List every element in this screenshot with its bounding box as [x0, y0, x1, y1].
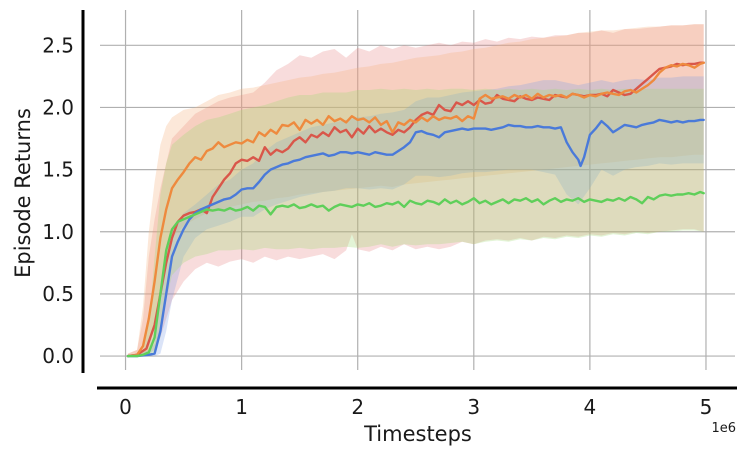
y-tick-labels: 0.0 0.5 1.0 1.5 2.0 2.5	[42, 33, 74, 368]
x-tick-label: 3	[467, 395, 480, 419]
series-4-line	[126, 190, 705, 358]
series-1-band	[127, 24, 704, 357]
y-tick-label: 2.5	[42, 33, 74, 57]
x-tick-label: 5	[700, 395, 713, 419]
series-1-line	[126, 61, 705, 358]
series-3-band	[127, 76, 704, 357]
grid	[100, 10, 735, 370]
series-4-band	[127, 88, 704, 357]
x-tick-label: 0	[119, 395, 132, 419]
x-offset-label: 1e6	[711, 421, 736, 436]
x-tick-label: 1	[235, 395, 248, 419]
x-tick-labels: 0 1 2 3 4 5	[119, 395, 712, 419]
x-tick-label: 2	[351, 395, 364, 419]
y-tick-label: 0.5	[42, 282, 74, 306]
y-tick-label: 1.0	[42, 220, 74, 244]
x-axis-label: Timesteps	[363, 422, 472, 446]
y-tick-label: 1.5	[42, 158, 74, 182]
x-tick-label: 4	[584, 395, 597, 419]
y-tick-label: 0.0	[42, 344, 74, 368]
y-axis-label: Episode Returns	[11, 108, 35, 278]
series-2-line	[126, 61, 705, 358]
y-tick-label: 2.0	[42, 95, 74, 119]
series-lines	[126, 61, 705, 358]
series-2-band	[127, 24, 704, 357]
series-3-line	[126, 118, 705, 358]
confidence-bands	[127, 24, 704, 357]
